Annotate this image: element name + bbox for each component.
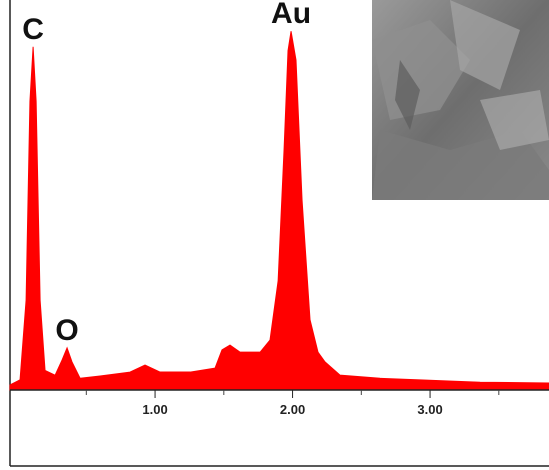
peak-label: C <box>22 13 44 46</box>
peak-label: O <box>55 314 78 347</box>
x-tick-label: 2.00 <box>280 402 305 417</box>
spectrum-area <box>9 31 549 391</box>
x-tick-label: 3.00 <box>417 402 442 417</box>
peak-label: Au <box>271 0 311 30</box>
sem-inset <box>372 0 549 200</box>
x-tick-label: 1.00 <box>142 402 167 417</box>
